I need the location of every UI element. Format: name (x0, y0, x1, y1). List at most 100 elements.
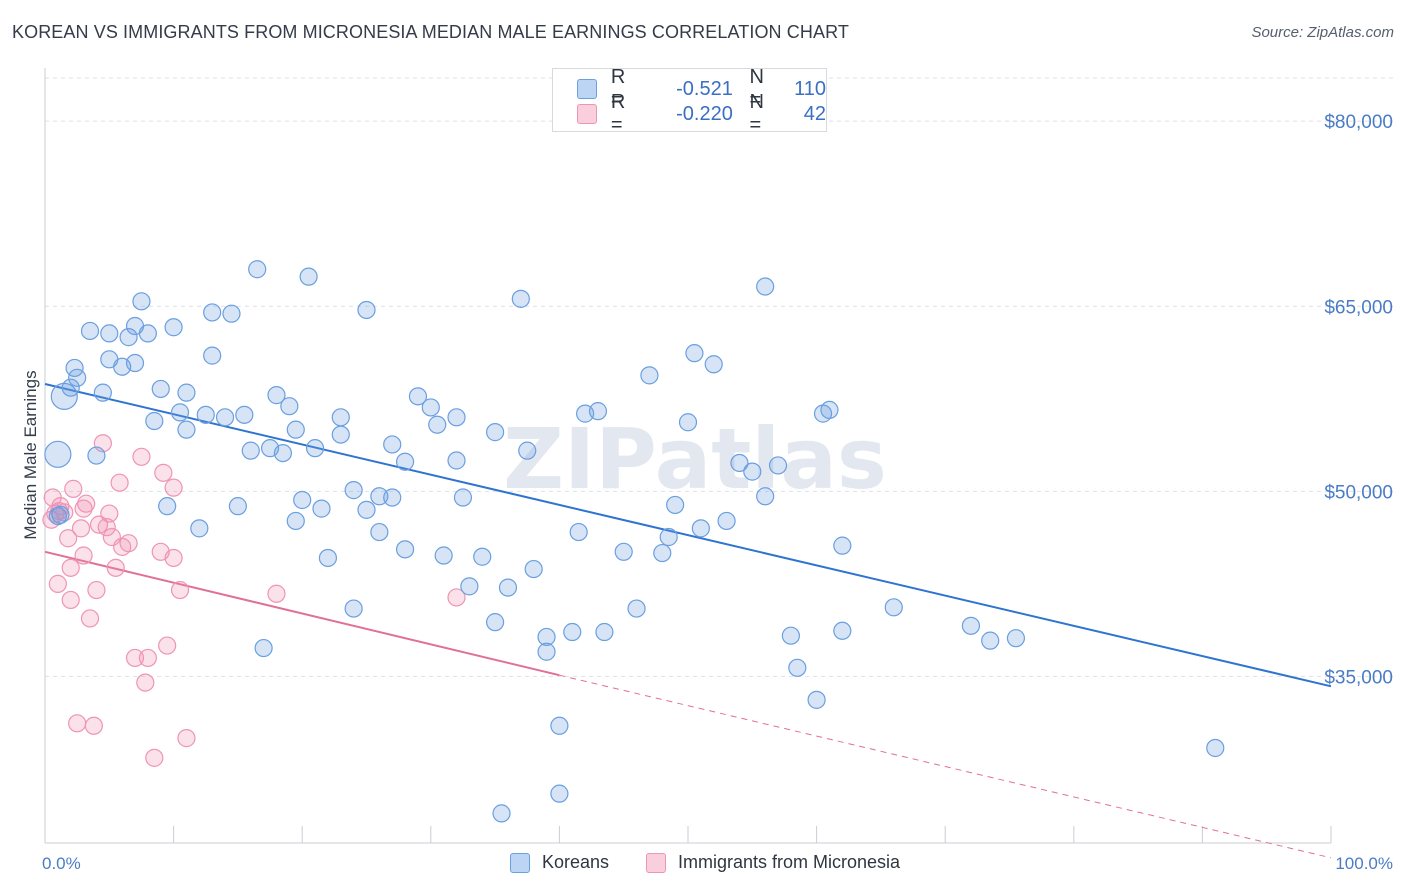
korean-point (305, 439, 325, 458)
korean-point (119, 328, 138, 347)
korean-point (357, 300, 376, 320)
korean-point (614, 542, 633, 561)
micronesia-point (119, 534, 138, 553)
source-label: Source: ZipAtlas.com (1251, 24, 1394, 41)
korean-point (498, 578, 518, 597)
bottom-legend-koreans: Koreans (510, 852, 609, 873)
korean-point (93, 383, 112, 402)
korean-point (447, 408, 466, 427)
korean-point (486, 613, 505, 632)
koreans-trend-line (44, 383, 1332, 688)
koreans-swatch (577, 79, 597, 99)
korean-point (344, 599, 363, 618)
legend-n-label: N = (749, 91, 764, 136)
korean-point (781, 626, 800, 645)
korean-point (395, 452, 415, 471)
micronesia-point (267, 584, 286, 603)
korean-point (273, 443, 293, 463)
korean-point (318, 548, 338, 568)
micronesia-swatch (577, 104, 597, 124)
korean-point (550, 716, 569, 735)
korean-point (203, 346, 222, 365)
korean-point (768, 456, 788, 475)
korean-point (640, 366, 659, 385)
korean-point (190, 519, 209, 538)
micronesia-trend-line (44, 550, 560, 677)
korean-point (293, 490, 312, 510)
micronesia-point (447, 588, 466, 607)
micronesia-point (100, 504, 119, 523)
micronesia-point (74, 546, 93, 565)
micronesia-points (42, 434, 466, 767)
korean-point (196, 405, 215, 424)
korean-point (833, 621, 852, 640)
korean-point (833, 536, 852, 555)
korean-point (447, 451, 466, 470)
korean-point (50, 382, 78, 410)
korean-point (286, 420, 305, 439)
micronesia-point (106, 558, 125, 577)
korean-point (550, 784, 569, 803)
y-axis-label: Median Male Earnings (21, 370, 40, 539)
korean-point (357, 500, 376, 519)
korean-point (421, 398, 440, 417)
korean-point (331, 425, 350, 444)
koreans-swatch (510, 852, 530, 873)
micronesia-point (87, 580, 106, 600)
korean-point (87, 446, 106, 465)
micronesia-point (77, 494, 96, 513)
micronesia-point (125, 648, 145, 668)
micronesia-swatch (646, 852, 666, 873)
micronesia-point (61, 558, 80, 577)
korean-point (170, 403, 190, 422)
korean-point (383, 488, 402, 507)
korean-point (248, 260, 267, 279)
y-tick-label: $65,000 (1324, 297, 1393, 318)
korean-point (730, 453, 749, 473)
korean-point (254, 638, 273, 658)
legend-r-label: R = (610, 66, 626, 111)
korean-point (280, 397, 299, 416)
micronesia-point (170, 580, 190, 600)
korean-point (235, 405, 254, 424)
micronesia-trend-extension (559, 674, 1332, 859)
korean-point (524, 559, 543, 579)
korean-point (312, 499, 331, 518)
y-tick-label: $50,000 (1324, 482, 1393, 503)
korean-point (370, 487, 389, 506)
micronesia-point (164, 548, 183, 568)
grid (45, 77, 1393, 677)
korean-point (164, 318, 183, 337)
micronesia-point (59, 529, 78, 548)
korean-point (145, 411, 164, 431)
korean-point (788, 658, 807, 677)
micronesia-point (71, 519, 91, 538)
micronesia-point (164, 478, 183, 497)
regression-lines (44, 383, 1332, 859)
korean-point (408, 387, 428, 406)
korean-point (453, 488, 473, 507)
korean-point (51, 505, 70, 524)
korean-point (80, 321, 100, 341)
chart-title: KOREAN VS IMMIGRANTS FROM MICRONESIA MED… (12, 22, 849, 42)
korean-point (125, 353, 145, 373)
korean-point (659, 527, 678, 547)
korean-point (222, 304, 241, 323)
korean-point (537, 627, 556, 647)
micronesia-point (68, 714, 87, 733)
korean-point (151, 379, 170, 399)
korean-point (563, 622, 582, 642)
korean-point (299, 267, 318, 286)
korean-point (428, 415, 447, 434)
korean-point (203, 303, 222, 322)
legend-r-value: -0.220 (676, 102, 733, 125)
micronesia-point (177, 729, 196, 748)
legend-row-koreans: R = -0.521 N = 110 (577, 66, 826, 111)
korean-point (981, 631, 1000, 650)
micronesia-point (84, 716, 103, 735)
micronesia-point (138, 648, 157, 668)
micronesia-point (80, 609, 100, 628)
korean-point (1006, 629, 1026, 648)
korean-point (588, 402, 608, 421)
